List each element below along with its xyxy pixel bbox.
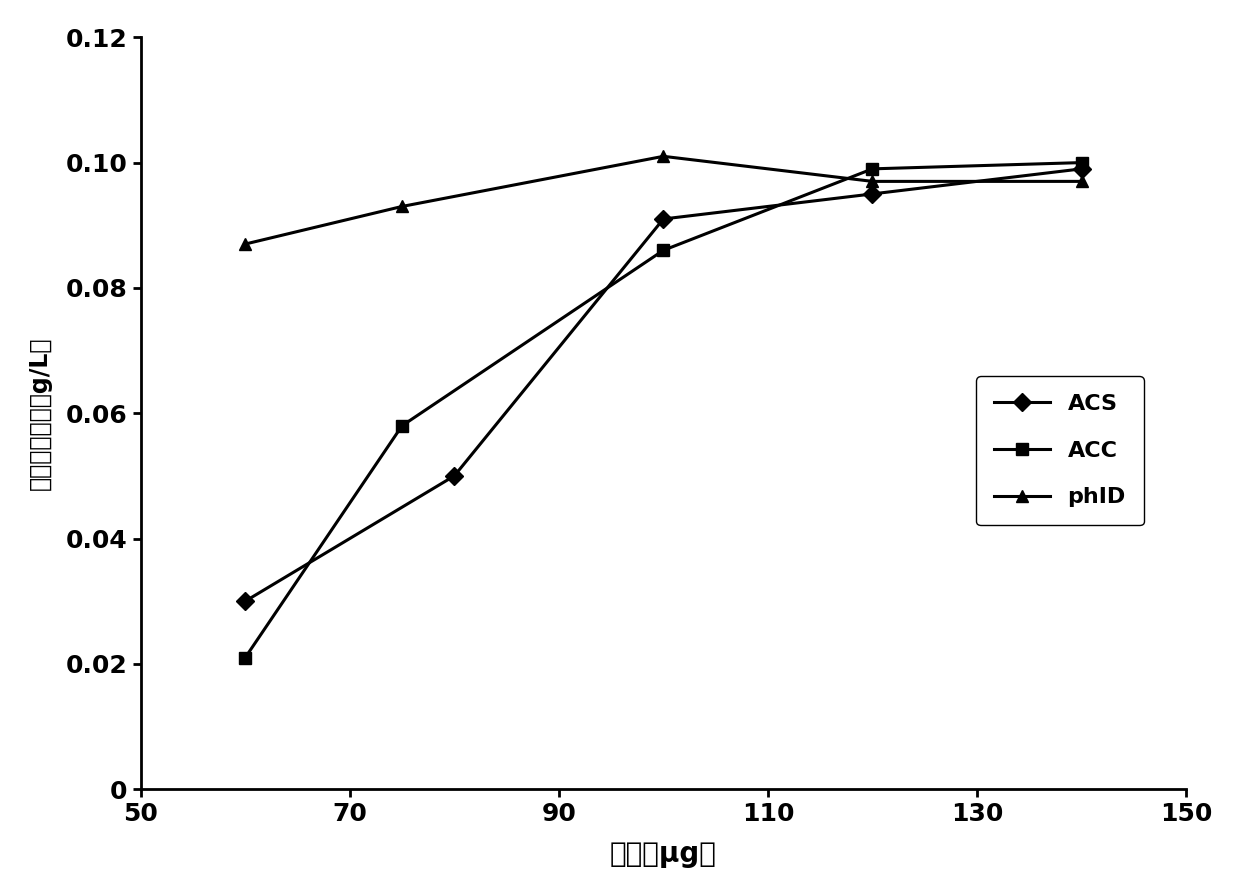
phID xyxy=(1074,176,1089,186)
ACS xyxy=(656,213,671,224)
ACC xyxy=(656,245,671,255)
Y-axis label: 间苯三酚浓度（g/L）: 间苯三酚浓度（g/L） xyxy=(27,337,52,490)
ACS xyxy=(446,470,461,481)
ACC xyxy=(1074,157,1089,168)
Legend: ACS, ACC, phID: ACS, ACC, phID xyxy=(976,376,1143,525)
ACC xyxy=(394,420,409,431)
ACC xyxy=(866,163,880,174)
ACS xyxy=(1074,163,1089,174)
phID xyxy=(866,176,880,186)
Line: ACC: ACC xyxy=(239,156,1087,664)
phID xyxy=(656,151,671,161)
phID xyxy=(394,201,409,211)
X-axis label: 酶量（μg）: 酶量（μg） xyxy=(610,840,717,868)
phID xyxy=(238,238,253,249)
Line: phID: phID xyxy=(239,150,1087,250)
ACS xyxy=(238,596,253,607)
ACC xyxy=(238,652,253,663)
Line: ACS: ACS xyxy=(239,162,1087,607)
ACS xyxy=(866,188,880,199)
